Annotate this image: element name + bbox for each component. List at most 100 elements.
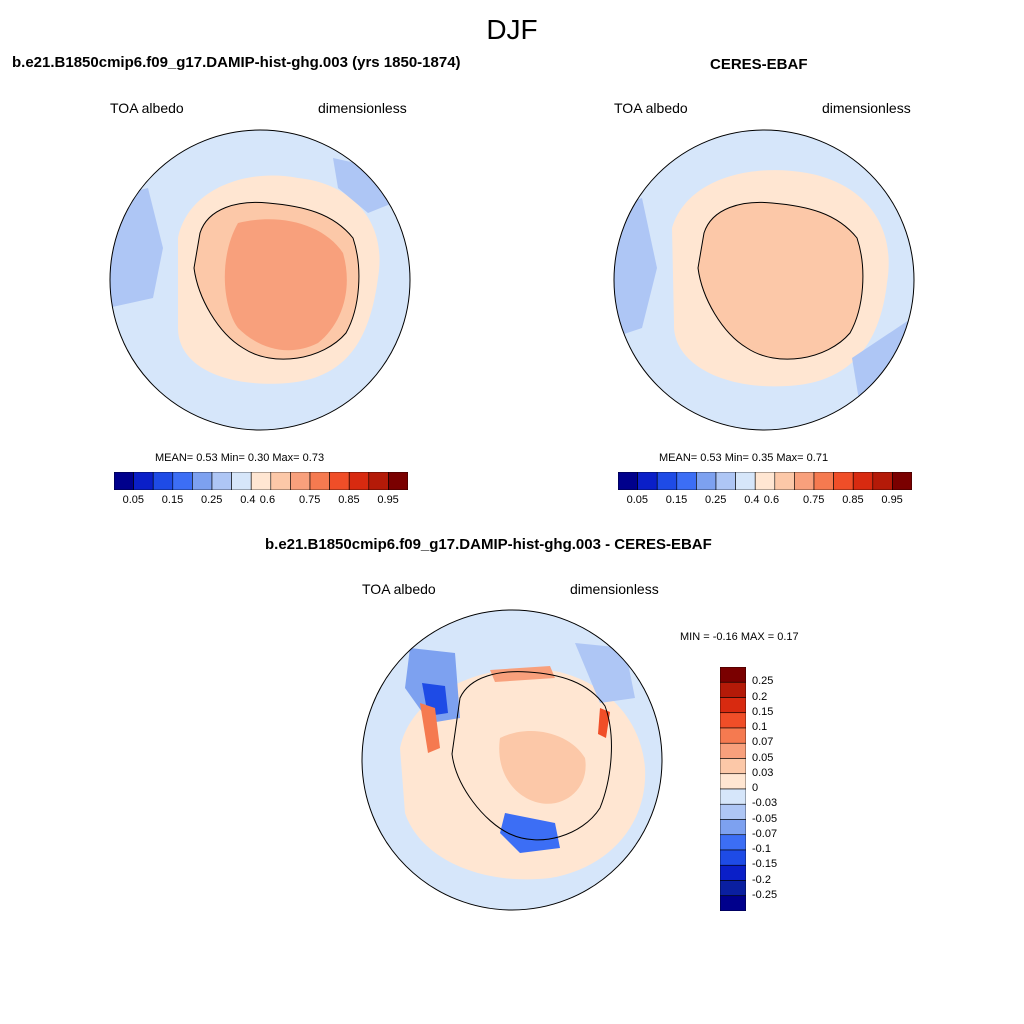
colorbar-swatch [892, 472, 912, 490]
panel2-map [613, 129, 915, 431]
panel1-stats: MEAN= 0.53 Min= 0.30 Max= 0.73 [155, 452, 325, 464]
panel3-stats: MIN = -0.16 MAX = 0.17 [680, 631, 799, 643]
antarctica-fill [698, 202, 863, 360]
colorbar-swatch [735, 472, 756, 490]
colorbar-tick-label: 0.85 [842, 494, 864, 506]
colorbar-swatch [872, 472, 893, 490]
colorbar-tick-label: -0.07 [752, 827, 778, 840]
colorbar-tick-label: 0.75 [299, 494, 321, 506]
colorbar-swatch [114, 472, 134, 490]
colorbar-tick-label: 0.75 [803, 494, 825, 506]
coastline [451, 671, 612, 841]
colorbar-swatch [720, 727, 746, 744]
colorbar-tick-label: 0.15 [161, 494, 184, 506]
panel3-map [361, 609, 663, 911]
colorbar-swatch [813, 472, 834, 490]
colorbar-tick-label: 0.03 [752, 766, 774, 779]
coastline [697, 201, 864, 360]
colorbar-swatch [715, 472, 736, 490]
colorbar-tick-label: 0.25 [705, 494, 727, 506]
colorbar-swatch [290, 472, 311, 490]
colorbar-swatch [637, 472, 658, 490]
panel2-stats: MEAN= 0.53 Min= 0.35 Max= 0.71 [659, 452, 829, 464]
colorbar-swatch [720, 667, 746, 683]
colorbar-tick-label: 0.4 [240, 494, 256, 506]
colorbar-swatch [696, 472, 717, 490]
panel1-units: dimensionless [318, 100, 407, 116]
colorbar-swatch [720, 880, 746, 897]
panel2-colorbar [618, 472, 912, 490]
colorbar-tick-label: -0.2 [752, 873, 771, 886]
red-anomaly-north [490, 666, 555, 682]
colorbar-tick-label: 0.6 [763, 494, 780, 506]
colorbar-tick-label: 0.2 [752, 690, 768, 703]
colorbar-tick-label: 0.95 [881, 494, 903, 506]
colorbar-tick-label: 0.1 [752, 721, 768, 733]
colorbar-tick-label: -0.1 [752, 843, 771, 855]
colorbar-swatch [833, 472, 854, 490]
colorbar-swatch [720, 697, 746, 714]
panel3-units: dimensionless [570, 581, 659, 597]
panel1-colorbar [114, 472, 408, 490]
colorbar-tick-label: 0.05 [122, 494, 145, 506]
colorbar-swatch [720, 742, 746, 759]
colorbar-tick-label: 0.25 [201, 494, 223, 506]
panel2-units: dimensionless [822, 100, 911, 116]
map-border [109, 129, 411, 431]
colorbar-swatch [656, 472, 678, 490]
colorbar-tick-label: 0.25 [752, 675, 774, 688]
map-border [613, 129, 915, 431]
colorbar-swatch [720, 819, 746, 836]
colorbar-swatch [192, 472, 213, 490]
colorbar-tick-label: 0.85 [338, 494, 360, 506]
season-title: DJF [486, 14, 538, 45]
panel3-colorbar [720, 667, 746, 911]
colorbar-swatch [388, 472, 408, 490]
colorbar-tick-label: 0.4 [744, 494, 760, 506]
colorbar-swatch [720, 712, 746, 729]
colorbar-swatch [794, 472, 815, 490]
panel2-variable: TOA albedo [614, 100, 688, 116]
red-anomaly-west [420, 703, 440, 753]
colorbar-swatch [720, 834, 746, 851]
positive-plateau [499, 730, 586, 804]
colorbar-swatch [720, 788, 746, 805]
colorbar-tick-label: -0.15 [752, 858, 778, 871]
colorbar-tick-label: 0.05 [752, 751, 774, 764]
panel1-map [109, 129, 411, 431]
colorbar-swatch [720, 681, 746, 698]
colorbar-tick-label: 0.95 [377, 494, 399, 506]
colorbar-swatch [231, 472, 252, 490]
blue-patch-west [614, 198, 657, 338]
colorbar-swatch [309, 472, 330, 490]
colorbar-swatch [676, 472, 697, 490]
colorbar-swatch [720, 803, 746, 820]
colorbar-swatch [329, 472, 350, 490]
colorbar-swatch [774, 472, 795, 490]
coastline [193, 201, 360, 360]
light-blue-anomaly-east [575, 643, 635, 703]
colorbar-swatch [852, 472, 874, 490]
colorbar-swatch [618, 472, 638, 490]
colorbar-swatch [211, 472, 232, 490]
colorbar-swatch [250, 472, 272, 490]
colorbar-swatch [720, 864, 746, 881]
colorbar-swatch [348, 472, 370, 490]
map-border [361, 609, 663, 911]
colorbar-tick-label: 0 [752, 782, 759, 794]
colorbar-swatch [720, 773, 746, 790]
colorbar-swatch [754, 472, 776, 490]
colorbar-swatch [720, 758, 746, 775]
colorbar-tick-label: -0.25 [752, 888, 778, 901]
colorbar-tick-label: 0.6 [259, 494, 276, 506]
blue-anomaly-weddell [500, 813, 560, 853]
colorbar-tick-label: 0.07 [752, 736, 774, 749]
panel1-variable: TOA albedo [110, 100, 184, 116]
panel1-title: b.e21.B1850cmip6.f09_g17.DAMIP-hist-ghg.… [12, 54, 461, 71]
colorbar-swatch [720, 849, 746, 866]
colorbar-tick-label: 0.05 [626, 494, 649, 506]
plateau-fill [224, 219, 347, 351]
panel2-title: CERES-EBAF [710, 56, 808, 73]
colorbar-swatch [172, 472, 193, 490]
panel3-title: b.e21.B1850cmip6.f09_g17.DAMIP-hist-ghg.… [265, 536, 712, 553]
